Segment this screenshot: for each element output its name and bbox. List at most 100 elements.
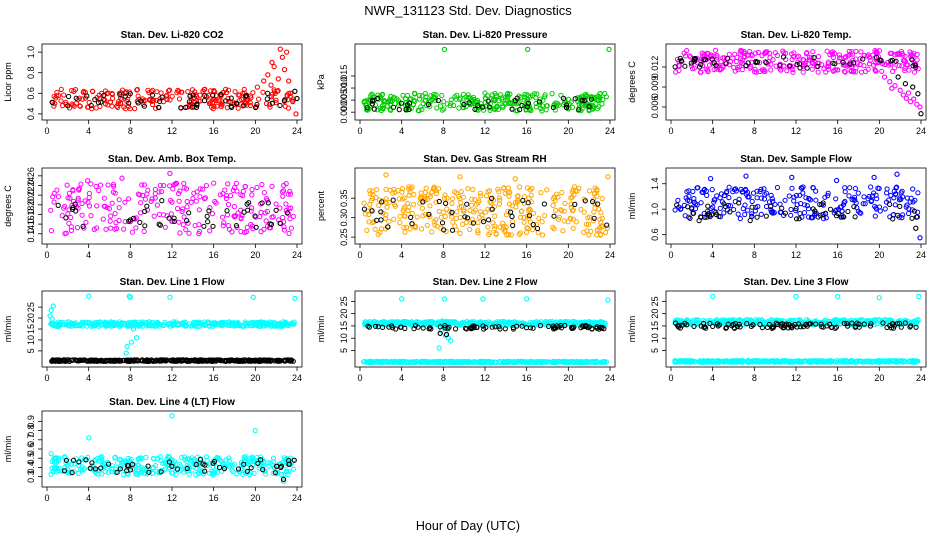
series-2	[673, 359, 920, 365]
y-tick-label: 1.0	[26, 46, 36, 59]
y-tick-label: 0.30	[339, 209, 349, 227]
y-tick-label: 15	[339, 321, 349, 331]
y-tick-label: 15	[26, 324, 36, 334]
figure-title: NWR_131123 Std. Dev. Diagnostics	[364, 3, 572, 18]
y-tick-label: 20	[339, 309, 349, 319]
x-tick-label: 0	[357, 126, 362, 136]
x-tick-label: 24	[605, 250, 615, 260]
x-tick-label: 0	[357, 250, 362, 260]
x-tick-label: 24	[916, 250, 926, 260]
y-tick-label: 1.0	[650, 203, 660, 216]
panel-title: Stan. Dev. Li-820 CO2	[121, 30, 224, 41]
x-tick-label: 8	[128, 373, 133, 383]
y-tick-label: 1.4	[650, 177, 660, 190]
x-tick-label: 20	[874, 250, 884, 260]
x-tick-label: 20	[250, 126, 260, 136]
y-tick-label: 0.8	[26, 66, 36, 79]
y-tick-label: 0.35	[339, 189, 349, 207]
y-tick-label: 25	[650, 296, 660, 306]
x-tick-label: 8	[441, 373, 446, 383]
x-tick-label: 8	[128, 250, 133, 260]
x-tick-label: 0	[668, 250, 673, 260]
y-tick-label: 5	[650, 348, 660, 353]
x-tick-label: 24	[292, 373, 302, 383]
panel-title: Stan. Dev. Line 2 Flow	[433, 277, 538, 288]
x-tick-label: 12	[791, 250, 801, 260]
x-tick-label: 12	[791, 373, 801, 383]
x-tick-label: 4	[86, 250, 91, 260]
y-axis-label: ml/min	[3, 436, 13, 463]
x-tick-label: 16	[522, 373, 532, 383]
y-tick-label: 25	[339, 296, 349, 306]
x-tick-label: 20	[250, 373, 260, 383]
x-tick-label: 0	[44, 250, 49, 260]
x-tick-label: 0	[44, 373, 49, 383]
y-tick-label: 25	[26, 302, 36, 312]
x-tick-label: 12	[480, 126, 490, 136]
panel-title: Stan. Dev. Amb. Box Temp.	[108, 154, 236, 165]
y-tick-label: 0.012	[650, 56, 660, 79]
panel-title: Stan. Dev. Gas Stream RH	[423, 154, 546, 165]
x-tick-label: 4	[86, 126, 91, 136]
y-axis-label: degrees C	[3, 185, 13, 227]
x-tick-label: 20	[250, 250, 260, 260]
y-axis-label: kPa	[316, 74, 326, 90]
x-tick-label: 4	[86, 373, 91, 383]
x-tick-label: 4	[399, 126, 404, 136]
x-tick-label: 16	[833, 373, 843, 383]
panel-title: Stan. Dev. Li-820 Pressure	[423, 30, 548, 41]
x-tick-label: 8	[752, 126, 757, 136]
x-tick-label: 24	[916, 373, 926, 383]
y-axis-label: degrees C	[627, 61, 637, 103]
x-tick-label: 4	[710, 373, 715, 383]
x-tick-label: 8	[752, 373, 757, 383]
panel-title: Stan. Dev. Line 3 Flow	[744, 277, 849, 288]
x-tick-label: 8	[441, 250, 446, 260]
y-axis-label: ml/min	[316, 316, 326, 343]
x-tick-label: 0	[357, 373, 362, 383]
panel-title: Stan. Dev. Line 4 (LT) Flow	[109, 397, 235, 408]
y-tick-label: 0.26	[26, 167, 36, 185]
y-tick-label: 5	[339, 348, 349, 353]
y-tick-label: 15	[650, 321, 660, 331]
x-tick-label: 12	[480, 250, 490, 260]
y-axis-label: ml/min	[3, 316, 13, 343]
x-tick-label: 12	[791, 126, 801, 136]
x-tick-label: 4	[399, 250, 404, 260]
series-2	[362, 359, 609, 364]
y-tick-label: 10	[650, 333, 660, 343]
panel-title: Stan. Dev. Line 1 Flow	[120, 277, 225, 288]
y-tick-label: 0.015	[339, 65, 349, 88]
x-tick-label: 8	[441, 126, 446, 136]
x-tick-label: 24	[916, 126, 926, 136]
series-2	[50, 358, 296, 364]
x-tick-label: 8	[128, 126, 133, 136]
x-tick-label: 4	[710, 126, 715, 136]
x-tick-label: 0	[668, 126, 673, 136]
panel-title: Stan. Dev. Li-820 Temp.	[741, 30, 852, 41]
y-tick-label: 10	[339, 333, 349, 343]
x-tick-label: 4	[710, 250, 715, 260]
y-tick-label: 20	[26, 313, 36, 323]
x-tick-label: 16	[522, 126, 532, 136]
x-tick-label: 4	[399, 373, 404, 383]
x-tick-label: 16	[209, 373, 219, 383]
x-tick-label: 20	[874, 373, 884, 383]
y-axis-label: Licor ppm	[3, 62, 13, 102]
x-tick-label: 16	[522, 250, 532, 260]
x-tick-label: 24	[292, 250, 302, 260]
x-tick-label: 20	[874, 126, 884, 136]
x-tick-label: 24	[605, 126, 615, 136]
x-tick-label: 20	[563, 126, 573, 136]
x-tick-label: 16	[209, 126, 219, 136]
y-tick-label: 0.6	[26, 87, 36, 100]
y-tick-label: 0.4	[26, 108, 36, 121]
x-tick-label: 24	[605, 373, 615, 383]
x-tick-label: 16	[833, 250, 843, 260]
x-tick-label: 12	[167, 126, 177, 136]
x-tick-label: 8	[752, 250, 757, 260]
y-tick-label: 10	[26, 335, 36, 345]
x-tick-label: 0	[668, 373, 673, 383]
